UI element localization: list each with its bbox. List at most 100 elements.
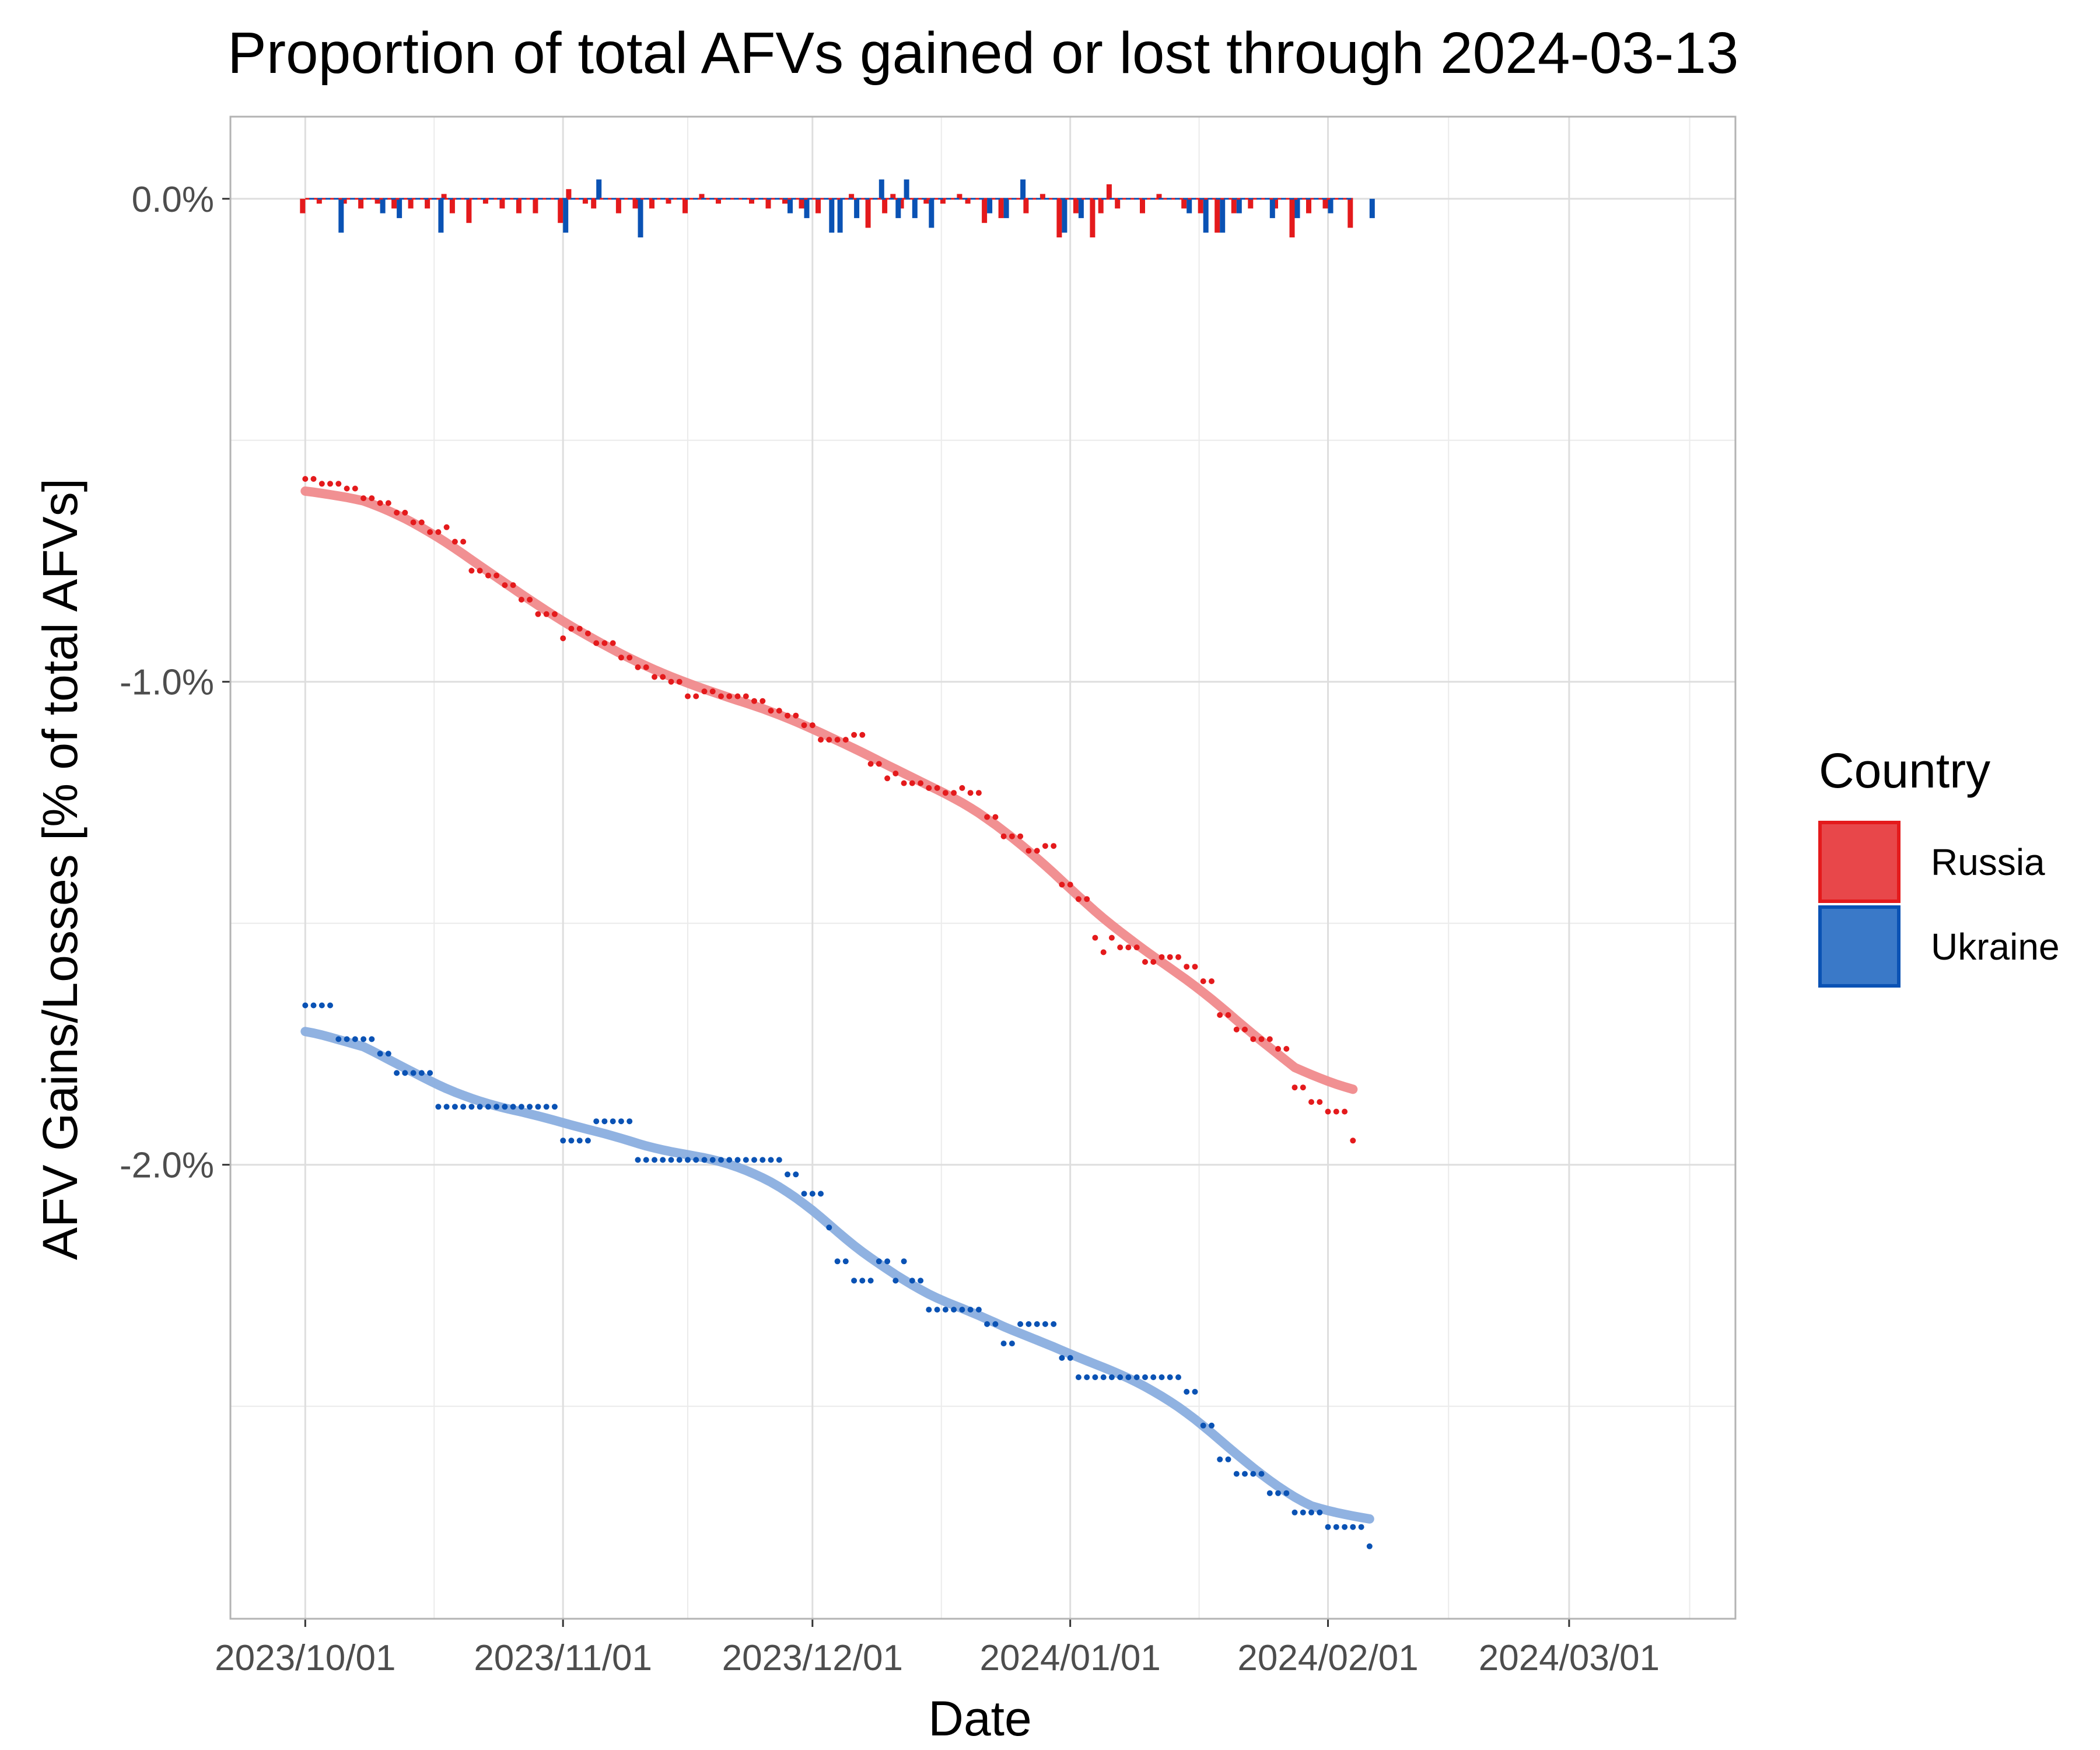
ukraine-point [1108,1374,1115,1380]
ukraine-point [560,1138,566,1144]
russia-point [510,582,516,589]
russia-point [1059,881,1065,888]
ukraine-trend-line [300,1027,1374,1524]
ukraine-point [468,1104,475,1110]
ukraine-point [818,1191,824,1197]
x-tick-label: 2023/10/01 [215,1638,396,1678]
ukraine-point [1133,1374,1140,1380]
russia-point [1184,964,1190,970]
ukraine-point [951,1307,957,1313]
russia-daily-bar [1073,198,1079,214]
russia-point [951,790,957,796]
russia-point [751,698,757,704]
russia-point [975,790,982,796]
russia-point [1026,848,1032,854]
ukraine-point [660,1157,666,1163]
ukraine-point [427,1070,433,1076]
ukraine-point [718,1157,724,1163]
russia-point [327,481,333,487]
ukraine-point [1308,1509,1314,1516]
russia-point [527,597,533,603]
russia-point [418,519,425,526]
russia-point [1034,848,1040,854]
ukraine-daily-bar [563,198,569,233]
russia-point [518,597,524,603]
russia-point [892,771,899,776]
ukraine-point [859,1278,866,1284]
russia-point [1158,954,1165,960]
russia-point [560,635,566,642]
ukraine-daily-bar [438,198,444,233]
ukraine-point [1158,1374,1165,1380]
ukraine-daily-bar [1294,198,1300,218]
russia-daily-bar [316,198,322,204]
russia-point [1075,896,1082,902]
russia-point [551,611,558,617]
ukraine-point [510,1104,516,1110]
ukraine-point [618,1118,624,1125]
ukraine-daily-bar [878,179,884,199]
ukraine-point [302,1002,309,1009]
russia-daily-bar [982,198,988,223]
russia-point [992,814,999,820]
ukraine-point [1075,1374,1082,1380]
russia-daily-bar [965,198,971,204]
ukraine-point [1100,1374,1107,1380]
russia-point [801,722,807,729]
ukraine-point [1217,1456,1223,1462]
russia-point [851,732,858,738]
russia-daily-bar [923,198,929,204]
russia-point [884,775,891,782]
ukraine-point [418,1070,425,1076]
ukraine-point [751,1157,757,1163]
legend-key-russia [1818,821,1901,903]
plot-area: 0.0% -1.0% -2.0% 2023/10/01 2023/11/01 2023/1… [120,116,1737,1678]
russia-point [394,509,400,516]
russia-daily-bar [558,198,564,223]
ukraine-point [535,1104,541,1110]
russia-point [842,737,849,743]
russia-daily-bar [849,194,855,199]
russia-point [460,538,467,545]
russia-point [1342,1108,1348,1115]
ukraine-point [518,1104,524,1110]
russia-point [709,688,716,695]
ukraine-daily-bar [929,198,935,228]
russia-point [1092,935,1098,941]
legend-label-ukraine: Ukraine [1931,926,2060,968]
ukraine-daily-bar [1003,198,1009,218]
russia-point [901,780,907,786]
ukraine-point [1051,1321,1057,1327]
russia-point [1175,954,1181,960]
ukraine-point [1266,1490,1273,1496]
ukraine-point [743,1157,749,1163]
ukraine-point [1209,1422,1214,1429]
russia-daily-bar [957,194,963,199]
ukraine-point [643,1157,649,1163]
russia-daily-bar [566,189,572,199]
russia-point [618,654,624,661]
russia-point [818,737,824,743]
ukraine-point [984,1321,991,1327]
ukraine-daily-bar [837,198,843,233]
russia-point [335,481,342,487]
ukraine-point [959,1307,965,1313]
russia-daily-bar [533,198,538,214]
russia-point [452,538,458,545]
russia-point [693,693,699,699]
russia-daily-bar [391,198,397,209]
ukraine-point [967,1307,974,1313]
russia-point [1250,1036,1256,1042]
russia-point [660,674,666,680]
russia-point [718,693,724,699]
russia-point [1108,935,1115,941]
russia-point [1051,843,1057,849]
russia-daily-bar [649,198,654,209]
russia-point [593,640,600,646]
ukraine-point [477,1104,483,1110]
russia-trend-line [300,486,1358,1094]
ukraine-point [867,1278,874,1284]
russia-daily-bar [1140,198,1145,214]
ukraine-point [352,1036,358,1042]
